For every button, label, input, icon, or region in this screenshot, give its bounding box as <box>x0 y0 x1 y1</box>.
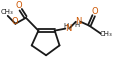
Text: H: H <box>74 22 79 28</box>
Text: O: O <box>92 7 98 16</box>
Text: H: H <box>64 23 69 29</box>
Text: N: N <box>76 17 82 26</box>
Text: O: O <box>11 17 18 26</box>
Text: N: N <box>65 24 71 33</box>
Text: CH₃: CH₃ <box>0 9 13 15</box>
Text: O: O <box>16 1 22 10</box>
Text: CH₃: CH₃ <box>99 31 112 37</box>
